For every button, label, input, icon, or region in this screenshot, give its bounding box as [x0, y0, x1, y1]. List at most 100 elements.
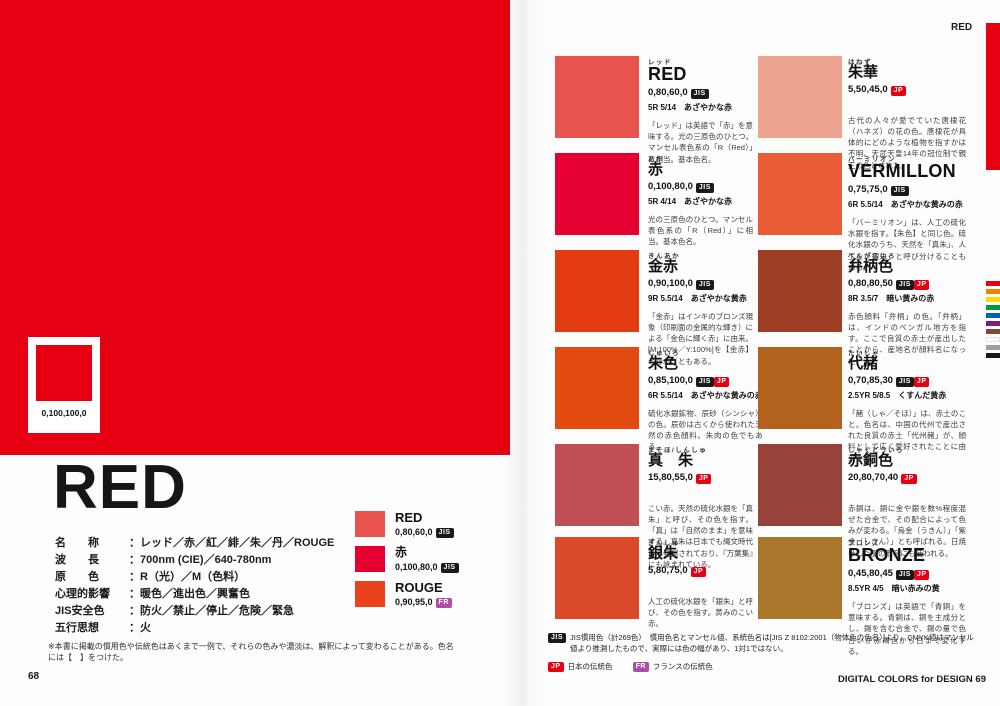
spectrum-color — [986, 297, 1000, 302]
entry-cmyk: 5,80,75,0 — [648, 565, 688, 577]
legend: JIS JIS慣用色（計269色） 慣用色名とマンセル値、系統色名は[JIS Z… — [548, 632, 976, 672]
mini-swatch-badges: FR — [435, 596, 452, 609]
entry-name: 赤 — [648, 161, 664, 178]
entry-munsell: 2.5YR 5/8.5 くすんだ黄赤 — [848, 390, 947, 400]
entry-cmyk: 5,50,45,0 — [848, 84, 888, 96]
spectrum-color — [986, 353, 1000, 358]
entry-description: 「金赤」はインキのブロンズ現象（印刷面の金属的な輝き）による「金色に輝く赤」に由… — [648, 311, 753, 366]
badge-jp: JP — [913, 279, 930, 290]
hero-red-block: 0,100,100,0 — [0, 0, 510, 455]
spectrum-color — [986, 337, 1000, 342]
spec-list: 名 称 ：レッド／赤／紅／緋／朱／丹／ROUGE 波 長 ：700nm (CIE… — [55, 537, 334, 639]
page-number-right: 69 — [975, 674, 986, 685]
spec-label: 原 色 — [55, 571, 99, 583]
entry-name: 赤銅色 — [848, 452, 894, 469]
legend-jis: JIS JIS慣用色（計269色） 慣用色名とマンセル値、系統色名は[JIS Z… — [548, 632, 976, 655]
color-entry: まそほ/しんしゅ 真 朱 15,80,55,0 JP こい赤。天然の硫化水銀を「… — [555, 444, 753, 570]
spec-value: ：R（光）／M（色料） — [129, 571, 246, 583]
entry-furigana: ぎんしゅ — [648, 540, 680, 547]
entry-swatch — [555, 153, 639, 235]
entry-swatch — [758, 537, 842, 619]
entry-badges: JP — [695, 472, 712, 484]
entry-furigana: べんがらいろ — [848, 253, 896, 260]
entry-munsell — [848, 99, 966, 108]
mini-swatch — [355, 581, 385, 607]
badge-jis: JIS — [895, 279, 914, 290]
entry-badges: JIS — [695, 278, 714, 290]
spec-label: 心理的影響 — [55, 588, 110, 600]
color-entry: しゅいろ 朱色 0,85,100,0 JIS JP 6R 5.5/14 あざやかな… — [555, 347, 763, 453]
spec-row: 波 長 ：700nm (CIE)／640-780nm — [55, 554, 334, 567]
hero-swatch-card: 0,100,100,0 — [28, 337, 100, 433]
mini-swatch-text: RED 0,80,60,0 JIS — [395, 511, 454, 539]
entry-description: 「バーミリオン」は、人工の硫化水銀を指す。【朱色】と同じ色。硫化水銀のうち、天然… — [848, 217, 966, 272]
entry-text: ぎんしゅ 銀朱 5,80,75,0 JP 人工の硫化水銀を「銀朱」と呼び、その色… — [648, 537, 753, 629]
badge-jp: JP — [890, 85, 907, 96]
entry-furigana: たいしゃ — [848, 350, 880, 357]
spec-row: 心理的影響 ：暖色／進出色／興奮色 — [55, 588, 334, 601]
entry-cmyk: 0,45,80,45 — [848, 568, 893, 580]
spectrum-color — [986, 305, 1000, 310]
entry-cmyk: 0,90,100,0 — [648, 278, 693, 290]
footnote: ※本書に掲載の慣用色や伝統色はあくまで一例で、それらの色みや濃淡は、解釈によって… — [48, 642, 454, 662]
entry-cmyk: 0,70,85,30 — [848, 375, 893, 387]
entry-swatch — [555, 250, 639, 332]
entry-name: 朱華 — [848, 64, 879, 81]
mini-swatch-text: 赤 0,100,80,0 JIS — [395, 546, 459, 574]
entry-badges: JP — [690, 565, 707, 577]
entry-cmyk: 0,75,75,0 — [848, 184, 888, 196]
mini-swatch-list: RED 0,80,60,0 JIS 赤 0,100,80,0 JIS ROUGE… — [355, 511, 459, 616]
entry-text: しゃくどういろ 赤銅色 20,80,70,40 JP 赤銅は、銅に金や銀を数%程… — [848, 444, 966, 559]
mini-swatch-cmyk: 0,90,95,0 — [395, 597, 433, 608]
entry-furigana: あか — [648, 156, 664, 163]
entry-badges: JIS — [890, 184, 909, 196]
legend-fr: FR フランスの伝統色 — [632, 661, 713, 672]
badge-jis: JIS — [695, 376, 714, 387]
color-entry: ぎんしゅ 銀朱 5,80,75,0 JP 人工の硫化水銀を「銀朱」と呼び、その色… — [555, 537, 753, 629]
entry-munsell — [848, 487, 966, 496]
entry-swatch — [758, 250, 842, 332]
entry-munsell — [648, 580, 753, 589]
entry-swatch — [758, 153, 842, 235]
spectrum-color — [986, 345, 1000, 350]
entry-name: RED — [648, 64, 687, 84]
entry-badges: JP — [890, 84, 907, 96]
badge-jis: JIS — [548, 633, 567, 644]
entry-munsell: 5R 4/14 あざやかな赤 — [648, 196, 733, 206]
badge-jis: JIS — [435, 528, 454, 539]
hero-swatch — [36, 345, 92, 401]
badge-jis: JIS — [895, 569, 914, 580]
color-entry: はねず 朱華 5,50,45,0 JP 古代の人々が愛でていた唐棣花（ハネズ）の… — [758, 56, 966, 171]
entry-text: バーミリオン VERMILLON 0,75,75,0 JIS 6R 5.5/14… — [848, 153, 966, 273]
entry-furigana: レッド — [648, 59, 672, 66]
entry-swatch — [555, 347, 639, 429]
entry-name: 代赭 — [848, 355, 879, 372]
entry-furigana: きんあか — [648, 253, 680, 260]
spec-label: 五行思想 — [55, 622, 99, 634]
entry-swatch — [758, 444, 842, 526]
entry-cmyk: 0,85,100,0 — [648, 375, 693, 387]
chapter-tab — [986, 23, 1000, 170]
page-number-left: 68 — [28, 671, 40, 682]
entry-munsell — [648, 487, 753, 496]
entry-text: ブロンズ BRONZE 0,45,80,45 JIS JP 8.5YR 4/5 暗… — [848, 537, 966, 657]
entry-name: VERMILLON — [848, 161, 956, 181]
legend-jp: JP 日本の伝統色 — [548, 661, 613, 672]
mini-swatch-cmyk: 0,80,60,0 — [395, 527, 433, 538]
legend-jis-text: JIS慣用色（計269色） 慣用色名とマンセル値、系統色名は[JIS Z 810… — [570, 633, 974, 654]
spec-value: ：暖色／進出色／興奮色 — [129, 588, 250, 600]
entry-text: まそほ/しんしゅ 真 朱 15,80,55,0 JP こい赤。天然の硫化水銀を「… — [648, 444, 753, 570]
color-entry: しゃくどういろ 赤銅色 20,80,70,40 JP 赤銅は、銅に金や銀を数%程… — [758, 444, 966, 559]
entry-swatch — [555, 444, 639, 526]
entry-name: 銀朱 — [648, 545, 679, 562]
badge-jis: JIS — [695, 182, 714, 193]
spec-label: 波 長 — [55, 554, 99, 566]
badge-fr: FR — [435, 598, 452, 609]
entry-name: 金赤 — [648, 258, 679, 275]
entry-munsell: 8.5YR 4/5 暗い赤みの黄 — [848, 583, 940, 593]
mini-swatch — [355, 546, 385, 572]
spec-value: ：700nm (CIE)／640-780nm — [129, 554, 272, 566]
entry-description: 赤色顔料「弁柄」の色。「弁柄」は、インドのベンガル地方を指す。ここで良質の赤土が… — [848, 311, 966, 366]
badge-jp: JP — [713, 376, 730, 387]
spec-value: ：火 — [129, 622, 151, 634]
